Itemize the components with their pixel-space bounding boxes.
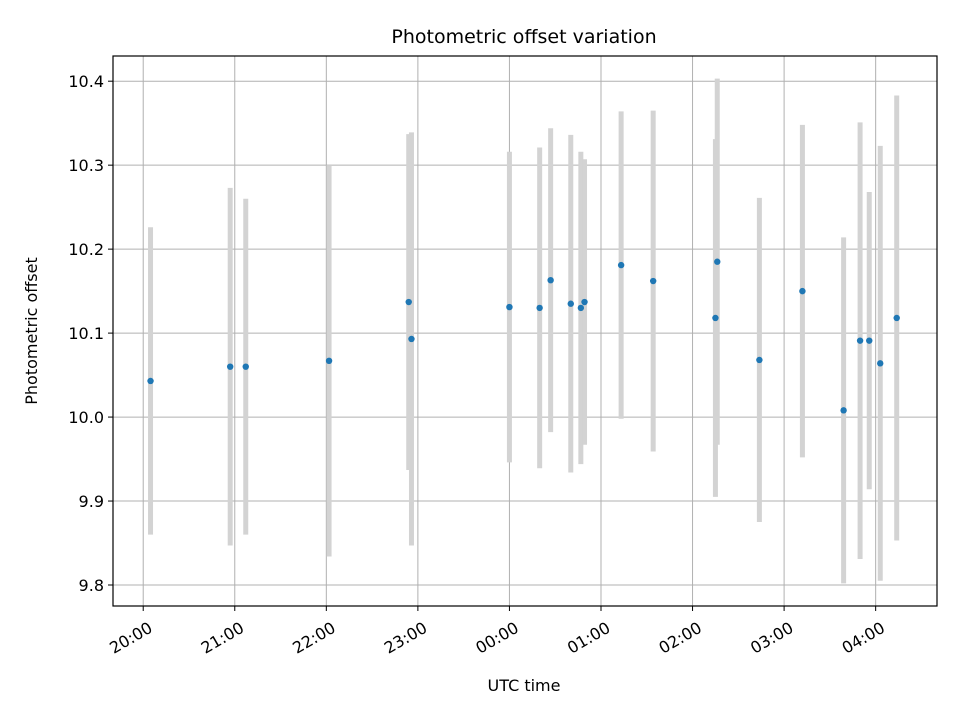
x-tick-label: 03:00	[747, 618, 796, 658]
data-point	[506, 303, 513, 311]
data-points	[147, 258, 900, 414]
data-point	[405, 298, 412, 306]
data-point	[581, 298, 588, 306]
plot-frame	[112, 55, 938, 607]
y-tick-label: 10.2	[68, 240, 104, 259]
y-tick-label: 9.8	[79, 576, 104, 595]
grid-lines	[113, 56, 937, 606]
data-point	[408, 335, 415, 343]
x-tick-label: 20:00	[106, 618, 155, 658]
data-point	[649, 277, 657, 285]
y-tick-label: 10.0	[68, 408, 104, 427]
chart-title: Photometric offset variation	[391, 26, 656, 48]
y-tick-label: 9.9	[79, 492, 104, 511]
data-point	[226, 363, 234, 370]
y-axis-ticks: 9.8 9.9 10.0 10.1 10.2 10.3 10.4	[68, 72, 113, 595]
data-point	[242, 363, 249, 370]
x-axis-label: UTC time	[488, 676, 561, 695]
data-point	[712, 314, 719, 322]
data-point	[547, 276, 554, 284]
y-tick-label: 10.1	[68, 324, 104, 343]
data-point	[577, 304, 585, 312]
data-point	[567, 300, 574, 307]
data-point	[893, 314, 900, 322]
x-tick-label: 00:00	[472, 618, 521, 658]
y-tick-label: 10.4	[68, 72, 104, 91]
x-tick-label: 21:00	[198, 618, 247, 658]
x-tick-label: 01:00	[564, 618, 613, 658]
data-point	[877, 360, 884, 367]
data-point	[840, 407, 847, 414]
y-axis-label: Photometric offset	[22, 257, 41, 405]
y-tick-label: 10.3	[68, 156, 104, 175]
data-point	[325, 357, 333, 365]
x-tick-label: 23:00	[381, 618, 430, 658]
x-axis-ticks: 20:00 21:00 22:00 23:00 00:00 01:00 02:00 03:00…	[106, 606, 888, 658]
data-point	[756, 356, 763, 364]
x-tick-label: 22:00	[289, 618, 338, 658]
x-tick-label: 04:00	[839, 618, 888, 658]
data-point	[536, 304, 543, 312]
data-point	[866, 337, 873, 344]
data-point	[617, 261, 625, 269]
data-point	[856, 337, 864, 344]
error-bars	[148, 78, 900, 584]
data-point	[799, 287, 806, 295]
x-tick-label: 02:00	[656, 618, 705, 658]
data-point	[714, 258, 721, 265]
data-point	[147, 377, 154, 385]
